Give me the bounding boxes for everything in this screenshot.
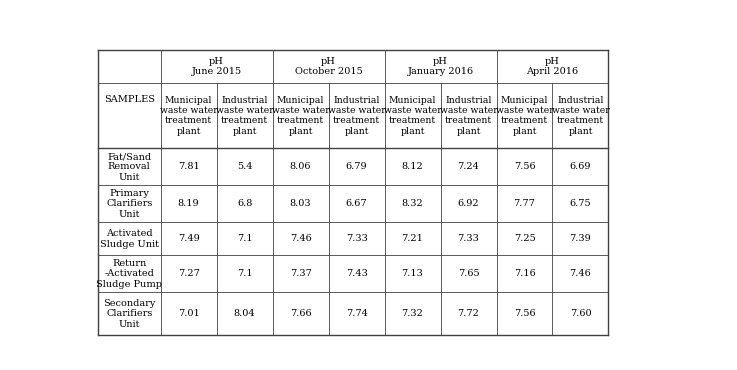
Text: Industrial
waste water
treatment
plant: Industrial waste water treatment plant — [328, 95, 385, 136]
Text: 7.81: 7.81 — [178, 162, 200, 171]
Text: Return
-Activated
Sludge Pump: Return -Activated Sludge Pump — [97, 259, 162, 289]
Text: 6.92: 6.92 — [458, 199, 479, 208]
Text: 7.60: 7.60 — [570, 309, 591, 318]
Text: Municipal
waste water
treatment
plant: Municipal waste water treatment plant — [272, 95, 329, 136]
Text: 7.66: 7.66 — [290, 309, 312, 318]
Text: pH
January 2016: pH January 2016 — [408, 57, 474, 76]
Text: 7.39: 7.39 — [570, 234, 591, 243]
Text: 6.8: 6.8 — [237, 199, 252, 208]
Text: 7.37: 7.37 — [290, 269, 312, 278]
Text: 7.43: 7.43 — [346, 269, 368, 278]
Text: 7.24: 7.24 — [458, 162, 480, 171]
Text: 8.19: 8.19 — [178, 199, 200, 208]
Text: 7.13: 7.13 — [402, 269, 424, 278]
Text: 7.65: 7.65 — [458, 269, 479, 278]
Text: 7.49: 7.49 — [178, 234, 200, 243]
Text: 7.77: 7.77 — [514, 199, 536, 208]
Text: 8.06: 8.06 — [290, 162, 311, 171]
Text: 7.25: 7.25 — [514, 234, 535, 243]
Text: 7.1: 7.1 — [237, 234, 253, 243]
Text: 6.69: 6.69 — [570, 162, 591, 171]
Text: Industrial
waste water
treatment
plant: Industrial waste water treatment plant — [216, 95, 273, 136]
Text: pH
April 2016: pH April 2016 — [526, 57, 579, 76]
Text: Industrial
waste water
treatment
plant: Industrial waste water treatment plant — [551, 95, 609, 136]
Text: 6.79: 6.79 — [346, 162, 367, 171]
Text: 7.33: 7.33 — [346, 234, 368, 243]
Text: 6.75: 6.75 — [570, 199, 591, 208]
Text: 7.56: 7.56 — [514, 309, 535, 318]
Text: 7.74: 7.74 — [346, 309, 368, 318]
Text: Primary
Clarifiers
Unit: Primary Clarifiers Unit — [106, 189, 153, 219]
Text: 7.16: 7.16 — [514, 269, 535, 278]
Text: 6.67: 6.67 — [346, 199, 367, 208]
Text: Municipal
waste water
treatment
plant: Municipal waste water treatment plant — [160, 95, 217, 136]
Text: Activated
Sludge Unit: Activated Sludge Unit — [99, 229, 158, 249]
Text: SAMPLES: SAMPLES — [104, 95, 155, 104]
Text: 7.33: 7.33 — [458, 234, 480, 243]
Text: 7.21: 7.21 — [402, 234, 424, 243]
Text: 7.46: 7.46 — [570, 269, 591, 278]
Text: pH
October 2015: pH October 2015 — [295, 57, 363, 76]
Text: 7.46: 7.46 — [290, 234, 312, 243]
Text: 7.32: 7.32 — [402, 309, 424, 318]
Text: Fat/Sand
Removal
Unit: Fat/Sand Removal Unit — [107, 152, 151, 182]
Text: 8.04: 8.04 — [234, 309, 256, 318]
Text: Secondary
Clarifiers
Unit: Secondary Clarifiers Unit — [103, 299, 156, 329]
Text: pH
June 2015: pH June 2015 — [192, 57, 242, 76]
Text: 7.56: 7.56 — [514, 162, 535, 171]
Text: Municipal
waste water
treatment
plant: Municipal waste water treatment plant — [384, 95, 441, 136]
Text: 8.32: 8.32 — [402, 199, 424, 208]
Text: Industrial
waste water
treatment
plant: Industrial waste water treatment plant — [440, 95, 497, 136]
Text: 7.01: 7.01 — [178, 309, 200, 318]
Text: 7.27: 7.27 — [178, 269, 200, 278]
Text: 7.1: 7.1 — [237, 269, 253, 278]
Text: 7.72: 7.72 — [458, 309, 480, 318]
Text: Municipal
waste water
treatment
plant: Municipal waste water treatment plant — [495, 95, 553, 136]
Text: 8.03: 8.03 — [290, 199, 312, 208]
Text: 8.12: 8.12 — [402, 162, 424, 171]
Text: 5.4: 5.4 — [237, 162, 252, 171]
